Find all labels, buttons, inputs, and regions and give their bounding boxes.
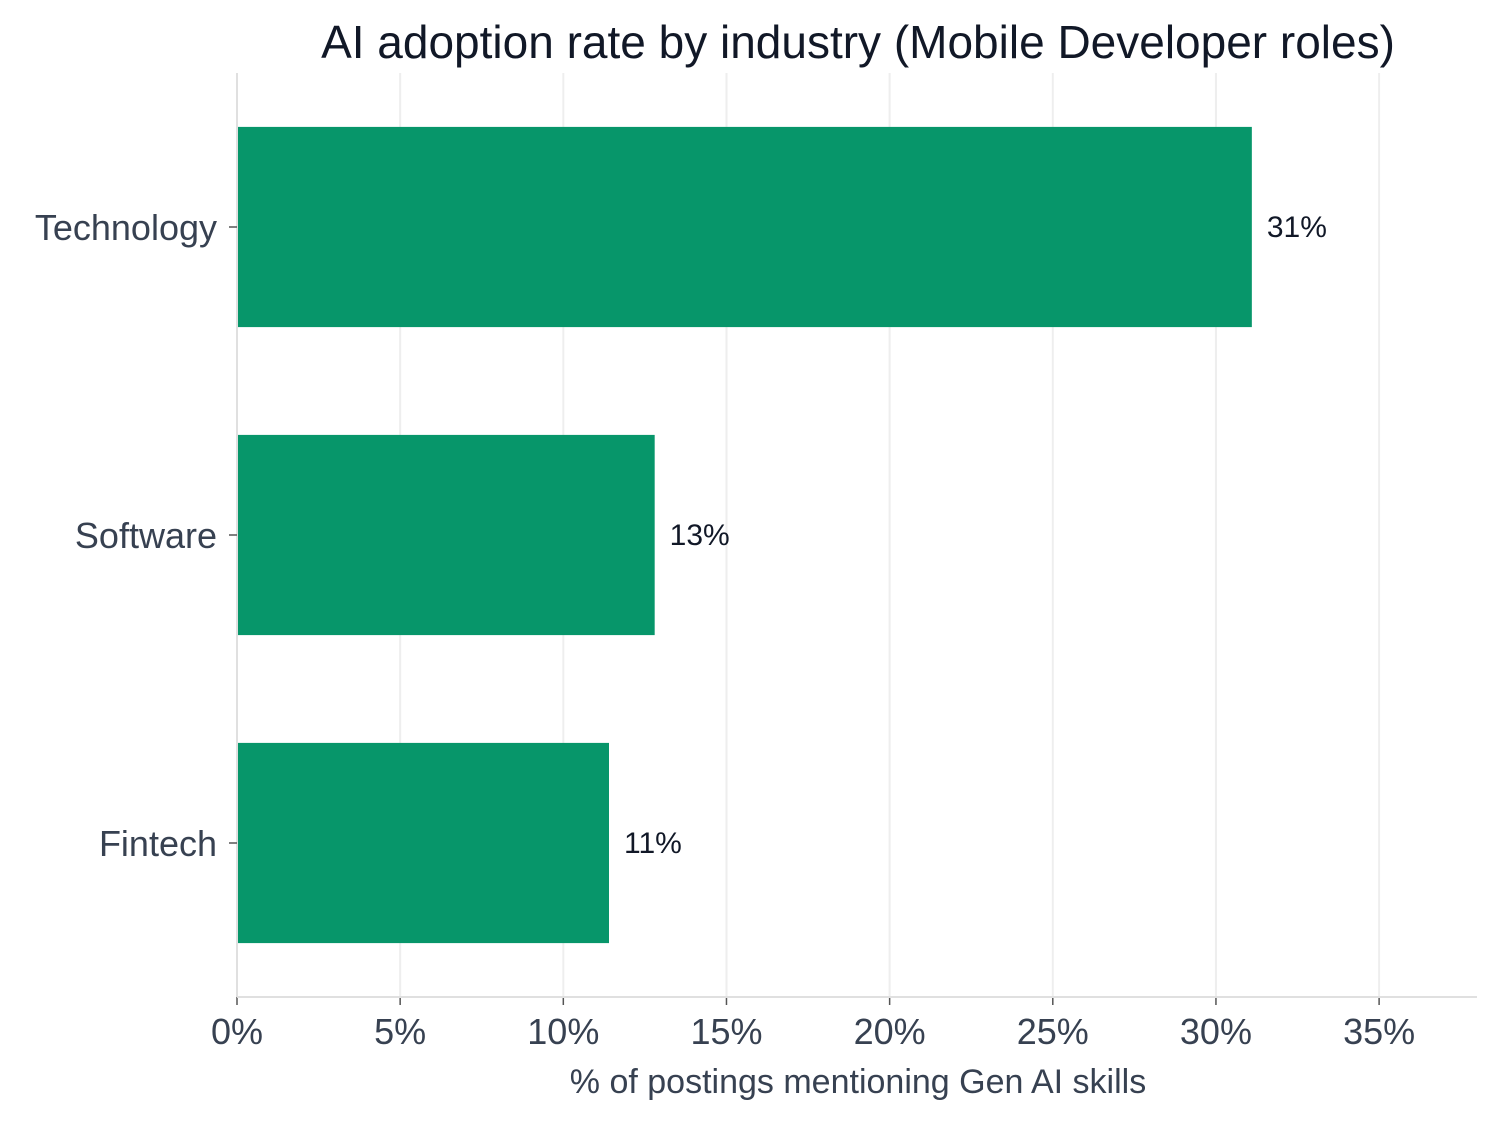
axes [229,73,1477,1005]
data-label: 31% [1267,211,1327,244]
x-tick-label: 35% [1343,1011,1415,1052]
x-tick-label: 10% [527,1011,599,1052]
category-label: Software [75,515,217,556]
category-label: Fintech [99,823,217,864]
bar [238,742,609,944]
x-axis-label: % of postings mentioning Gen AI skills [570,1063,1146,1101]
data-label: 13% [670,519,730,552]
data-label: 11% [624,827,682,860]
bar [238,434,655,636]
x-tick-label: 5% [374,1011,426,1052]
chart-title: AI adoption rate by industry (Mobile Dev… [321,16,1395,68]
x-tick-label: 30% [1180,1011,1252,1052]
x-tick-label: 0% [211,1011,263,1052]
x-tick-label: 15% [690,1011,762,1052]
labels: 0% 5% 10% 15% 20% 25% 30% 35% Technology 31% Softw… [35,207,1415,1052]
x-tick-label: 20% [854,1011,926,1052]
bar [238,126,1252,328]
x-tick-label: 25% [1017,1011,1089,1052]
category-label: Technology [35,207,217,248]
bars [238,126,1252,944]
